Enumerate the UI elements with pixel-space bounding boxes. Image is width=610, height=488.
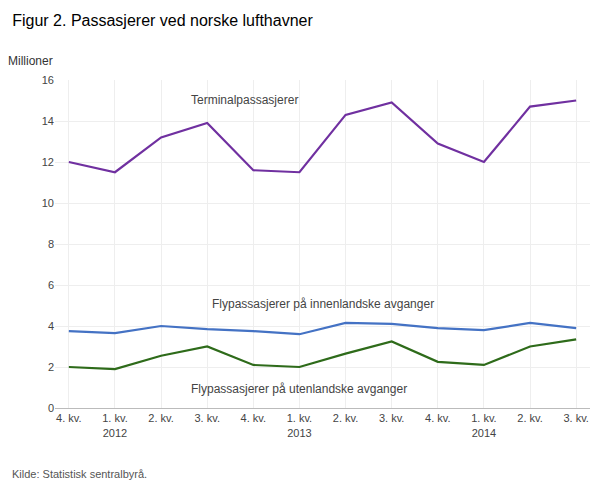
svg-text:1. kv.2012: 1. kv.2012 [102, 412, 127, 438]
svg-text:Flypassasjerer på innenlandske: Flypassasjerer på innenlandske avganger [212, 297, 434, 311]
svg-text:4. kv.: 4. kv. [56, 412, 81, 424]
svg-text:8: 8 [48, 238, 54, 250]
svg-text:2: 2 [48, 361, 54, 373]
svg-text:Millioner: Millioner [8, 54, 53, 68]
svg-text:14: 14 [42, 115, 54, 127]
svg-text:Flypassasjerer på utenlandske: Flypassasjerer på utenlandske avganger [191, 382, 407, 396]
svg-text:3. kv.: 3. kv. [379, 412, 404, 424]
svg-text:2. kv.: 2. kv. [333, 412, 358, 424]
svg-text:0: 0 [48, 402, 54, 414]
svg-text:2. kv.: 2. kv. [148, 412, 173, 424]
svg-text:4. kv.: 4. kv. [241, 412, 266, 424]
svg-text:6: 6 [48, 279, 54, 291]
svg-text:1. kv.2013: 1. kv.2013 [287, 412, 312, 438]
svg-text:2. kv.: 2. kv. [517, 412, 542, 424]
svg-text:16: 16 [42, 74, 54, 86]
svg-text:1. kv.2014: 1. kv.2014 [471, 412, 496, 438]
svg-text:3. kv.: 3. kv. [563, 412, 588, 424]
svg-text:4. kv.: 4. kv. [425, 412, 450, 424]
svg-text:Figur 2. Passasjerer ved norsk: Figur 2. Passasjerer ved norske lufthavn… [12, 12, 313, 29]
svg-text:Kilde: Statistisk sentralbyrå.: Kilde: Statistisk sentralbyrå. [12, 468, 147, 480]
svg-text:10: 10 [42, 197, 54, 209]
svg-text:4: 4 [48, 320, 54, 332]
svg-text:12: 12 [42, 156, 54, 168]
svg-text:3. kv.: 3. kv. [194, 412, 219, 424]
svg-text:Terminalpassasjerer: Terminalpassasjerer [191, 93, 298, 107]
